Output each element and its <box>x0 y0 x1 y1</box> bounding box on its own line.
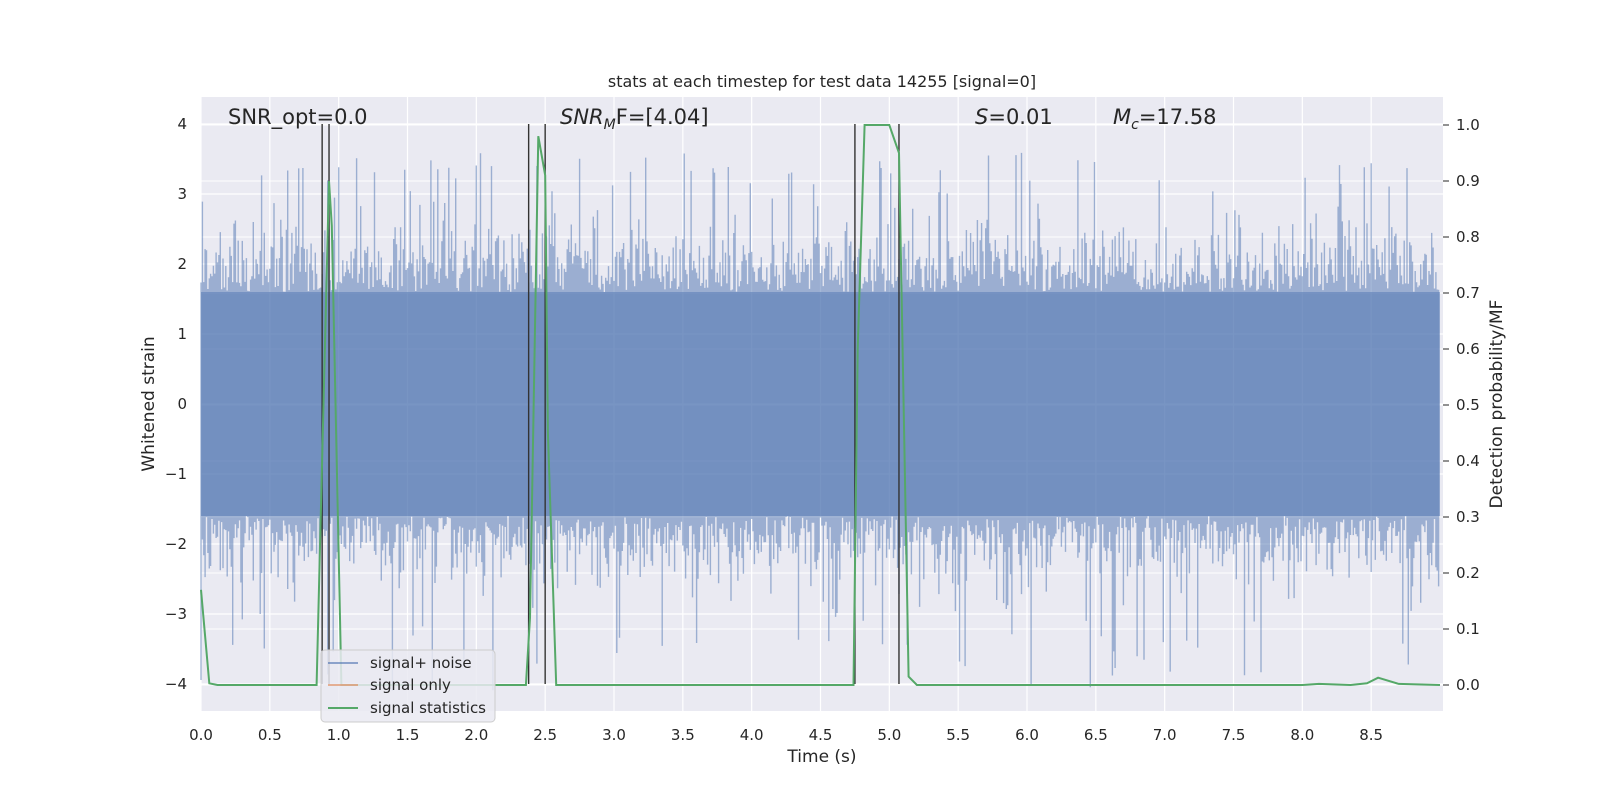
x-tick-label: 6.5 <box>1084 726 1108 744</box>
mc-sub: c <box>1131 117 1139 133</box>
s-label: S <box>975 105 988 129</box>
legend-label-signal-only: signal only <box>370 676 451 694</box>
legend: signal+ noise signal only signal statist… <box>320 649 496 723</box>
y-left-tick-label: −2 <box>165 535 187 553</box>
legend-label-signal-statistics: signal statistics <box>370 699 486 717</box>
x-tick-label: 0.5 <box>258 726 282 744</box>
x-tick-label: 4.0 <box>740 726 764 744</box>
mc-annotation: Mc=17.58 <box>1113 105 1217 133</box>
s-annotation: S=0.01 <box>975 105 1053 129</box>
y-right-tick-label: 0.2 <box>1456 564 1480 582</box>
y-left-tick-label: −4 <box>165 675 187 693</box>
x-tick-label: 6.0 <box>1015 726 1039 744</box>
y-left-tick-label: 0 <box>177 395 187 413</box>
y-right-tick-label: 0.3 <box>1456 508 1480 526</box>
y-right-tick-label: 0.9 <box>1456 172 1480 190</box>
y-right-tick-labels: 1.0 0.9 0.8 0.7 0.6 0.5 0.4 0.3 0.2 0.1 0.0 <box>1443 116 1480 694</box>
x-tick-label: 1.0 <box>327 726 351 744</box>
y-left-tick-label: 1 <box>177 325 187 343</box>
y-left-tick-label: 3 <box>177 185 187 203</box>
x-tick-label: 2.5 <box>533 726 557 744</box>
legend-box <box>320 649 496 723</box>
snr-mf-rest: F=[4.04] <box>616 105 709 129</box>
x-tick-label: 3.5 <box>671 726 695 744</box>
x-tick-label: 5.0 <box>877 726 901 744</box>
x-tick-label: 2.0 <box>464 726 488 744</box>
snr-mf-annotation: SNRMF=[4.04] <box>560 105 709 133</box>
mc-value: =17.58 <box>1139 105 1217 129</box>
y-right-tick-label: 0.8 <box>1456 228 1480 246</box>
y-left-tick-label: 4 <box>177 115 187 133</box>
x-axis-label: Time (s) <box>786 747 856 767</box>
chart-title: stats at each timestep for test data 142… <box>608 72 1036 91</box>
y-right-tick-label: 0.6 <box>1456 340 1480 358</box>
x-tick-label: 7.5 <box>1222 726 1246 744</box>
x-tick-label: 8.5 <box>1359 726 1383 744</box>
y-left-tick-label: 2 <box>177 255 187 273</box>
s-value: =0.01 <box>988 105 1052 129</box>
y-left-tick-label: −1 <box>165 465 187 483</box>
x-tick-label: 4.5 <box>809 726 833 744</box>
y-right-tick-label: 0.1 <box>1456 620 1480 638</box>
y-right-tick-label: 0.4 <box>1456 452 1480 470</box>
snr-opt-annotation: SNR_opt=0.0 <box>228 105 368 130</box>
snr-mf-sub: M <box>604 117 616 133</box>
legend-label-signal-noise: signal+ noise <box>370 654 472 672</box>
x-tick-label: 7.0 <box>1153 726 1177 744</box>
y-right-tick-label: 0.0 <box>1456 676 1480 694</box>
noise-trace <box>200 152 1440 691</box>
x-tick-label: 5.5 <box>946 726 970 744</box>
y-right-tick-label: 0.7 <box>1456 284 1480 302</box>
signal-statistics-line <box>200 124 1441 687</box>
y-axis-label-left: Whitened strain <box>139 336 159 471</box>
y-right-tick-label: 0.5 <box>1456 396 1480 414</box>
y-left-tick-labels: 4 3 2 1 0 −1 −2 −3 −4 <box>165 115 187 693</box>
x-tick-label: 3.0 <box>602 726 626 744</box>
snr-mf-main: SNR <box>560 105 604 129</box>
y-right-tick-label: 1.0 <box>1456 116 1480 134</box>
y-axis-label-right: Detection probability/MF <box>1487 300 1507 509</box>
y-left-tick-label: −3 <box>165 605 187 623</box>
mc-label: M <box>1113 105 1131 129</box>
signal-noise-series <box>200 152 1440 691</box>
x-tick-label: 1.5 <box>396 726 420 744</box>
x-tick-label: 8.0 <box>1290 726 1314 744</box>
x-tick-labels: 0.0 0.5 1.0 1.5 2.0 2.5 3.0 3.5 4.0 4.5 5.0 5.5 6.0 6… <box>189 726 1383 744</box>
x-tick-label: 0.0 <box>189 726 213 744</box>
